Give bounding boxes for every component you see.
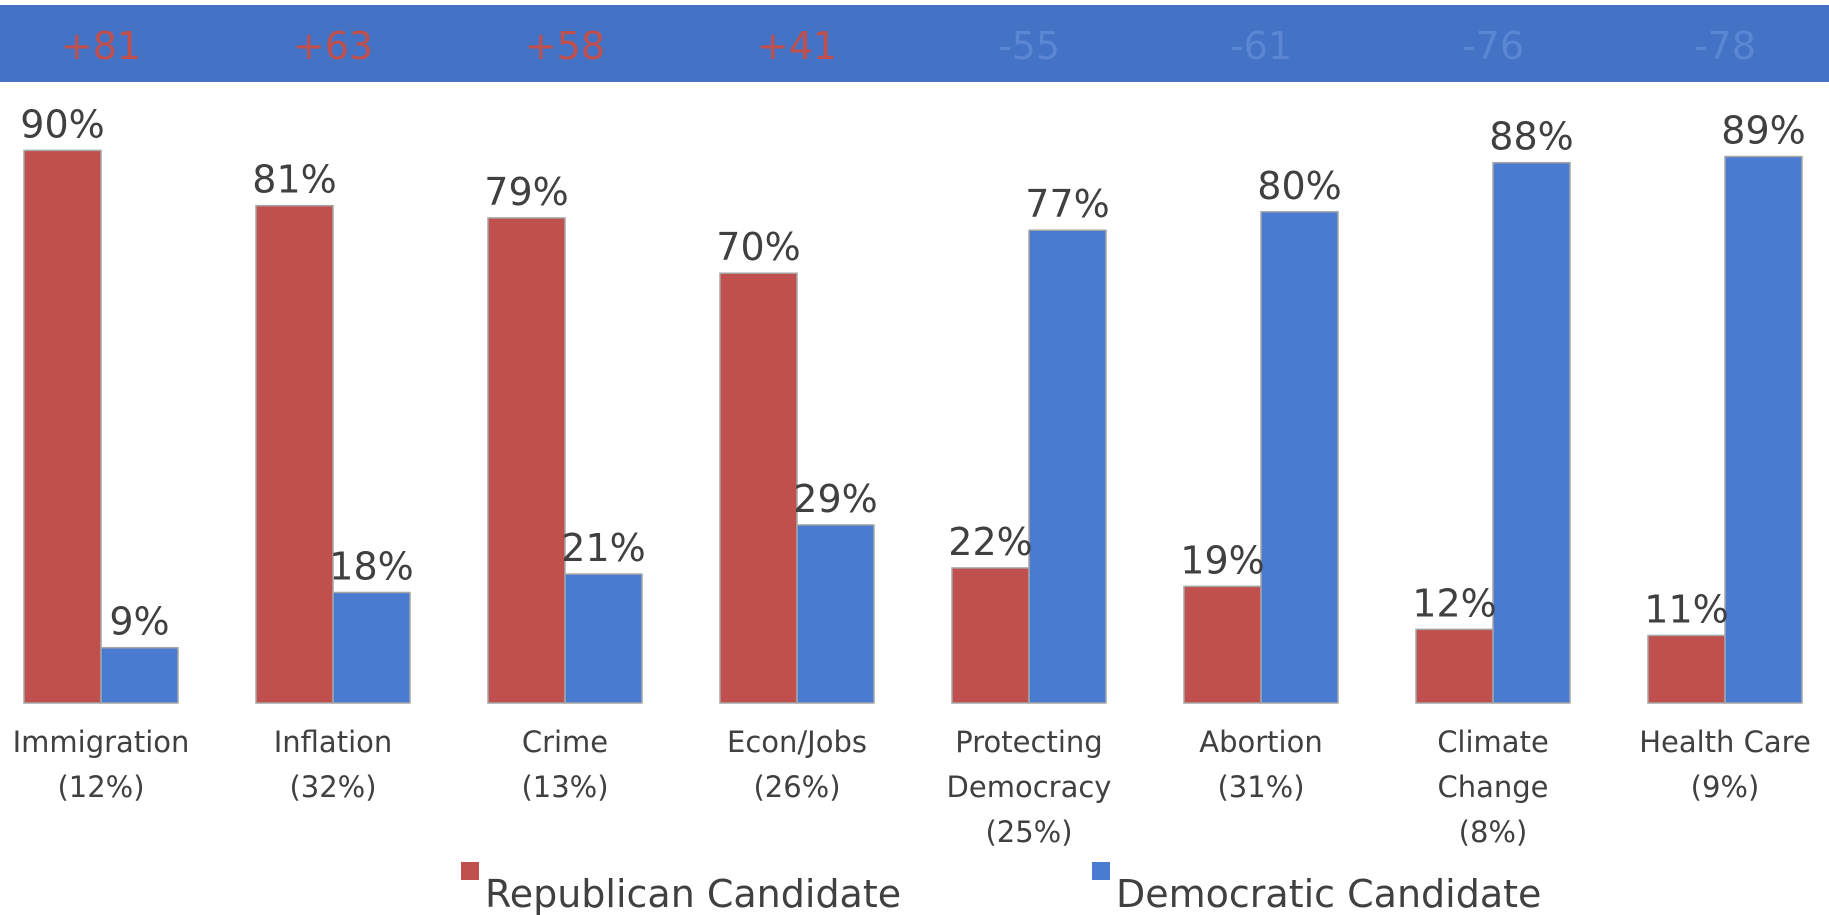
- bar-democratic-0: [100, 646, 179, 704]
- category-label-0-line-1: (12%): [57, 770, 144, 804]
- legend-label-democratic: Democratic Candidate: [1116, 872, 1541, 915]
- value-label-democratic-0: 9%: [109, 600, 169, 644]
- value-label-republican-0: 90%: [20, 102, 104, 146]
- value-label-republican-1: 81%: [252, 158, 336, 202]
- margin-labels: +81 +63 +58 +41 -55 -61 -76 -78: [61, 24, 1756, 68]
- bar-republican-4: [951, 567, 1030, 704]
- legend-swatch-democratic: [1092, 862, 1110, 880]
- category-label-4-line-0: Protecting: [955, 725, 1102, 759]
- category-label-6-line-0: Climate: [1437, 725, 1549, 759]
- category-label-0-line-0: Immigration: [13, 725, 190, 759]
- category-label-6-line-2: (8%): [1459, 815, 1528, 849]
- margin-label-6: -76: [1462, 24, 1524, 68]
- category-label-2-line-1: (13%): [521, 770, 608, 804]
- category-label-6-line-1: Change: [1437, 770, 1548, 804]
- value-label-republican-4: 22%: [948, 520, 1032, 564]
- value-label-democratic-3: 29%: [793, 477, 877, 521]
- value-label-republican-7: 11%: [1644, 587, 1728, 631]
- bar-democratic-1: [332, 591, 411, 704]
- value-label-republican-3: 70%: [716, 225, 800, 269]
- value-label-democratic-1: 18%: [329, 544, 413, 588]
- legend-label-republican: Republican Candidate: [485, 872, 901, 915]
- value-label-democratic-7: 89%: [1721, 109, 1805, 153]
- category-label-1-line-0: Inflation: [274, 725, 393, 759]
- legend-swatch-republican: [461, 862, 479, 880]
- bar-republican-1: [255, 204, 334, 704]
- value-label-republican-5: 19%: [1180, 538, 1264, 582]
- value-label-democratic-4: 77%: [1025, 182, 1109, 226]
- margin-label-0: +81: [61, 24, 141, 68]
- bar-republican-5: [1183, 585, 1262, 704]
- bar-democratic-5: [1260, 211, 1339, 704]
- category-label-4-line-1: Democracy: [947, 770, 1112, 804]
- value-label-democratic-2: 21%: [561, 526, 645, 570]
- value-labels: 90% 9% 81% 18% 79% 21% 70% 29% 22% 77% 19% 80% 12% 88…: [20, 102, 1805, 643]
- category-label-7-line-0: Health Care: [1639, 725, 1811, 759]
- bar-democratic-7: [1724, 155, 1803, 704]
- category-label-5-line-1: (31%): [1217, 770, 1304, 804]
- margin-label-2: +58: [525, 24, 605, 68]
- margin-label-7: -78: [1694, 24, 1756, 68]
- category-label-1-line-1: (32%): [289, 770, 376, 804]
- category-label-2-line-0: Crime: [522, 725, 608, 759]
- value-label-republican-2: 79%: [484, 170, 568, 214]
- bar-democratic-6: [1492, 161, 1571, 704]
- category-label-5-line-0: Abortion: [1199, 725, 1322, 759]
- value-label-republican-6: 12%: [1412, 581, 1496, 625]
- bar-democratic-2: [564, 573, 643, 704]
- margin-label-1: +63: [293, 24, 373, 68]
- bar-republican-3: [719, 272, 798, 704]
- margin-label-4: -55: [998, 24, 1060, 68]
- bars: [23, 149, 1803, 704]
- margin-label-5: -61: [1230, 24, 1292, 68]
- bar-republican-2: [487, 217, 566, 704]
- bar-democratic-4: [1028, 229, 1107, 704]
- category-label-4-line-2: (25%): [985, 815, 1072, 849]
- legend: Republican Candidate Democratic Candidat…: [461, 862, 1541, 915]
- bar-democratic-3: [796, 524, 875, 704]
- margin-banner: [0, 5, 1829, 82]
- category-label-3-line-1: (26%): [753, 770, 840, 804]
- bar-republican-0: [23, 149, 102, 704]
- category-labels: Immigration (12%) Inflation (32%) Crime (13%)…: [13, 725, 1811, 849]
- bar-republican-6: [1415, 628, 1494, 704]
- value-label-democratic-6: 88%: [1489, 115, 1573, 159]
- category-label-7-line-1: (9%): [1691, 770, 1760, 804]
- margin-label-3: +41: [757, 24, 837, 68]
- value-label-democratic-5: 80%: [1257, 164, 1341, 208]
- bar-republican-7: [1647, 634, 1726, 704]
- category-label-3-line-0: Econ/Jobs: [727, 725, 867, 759]
